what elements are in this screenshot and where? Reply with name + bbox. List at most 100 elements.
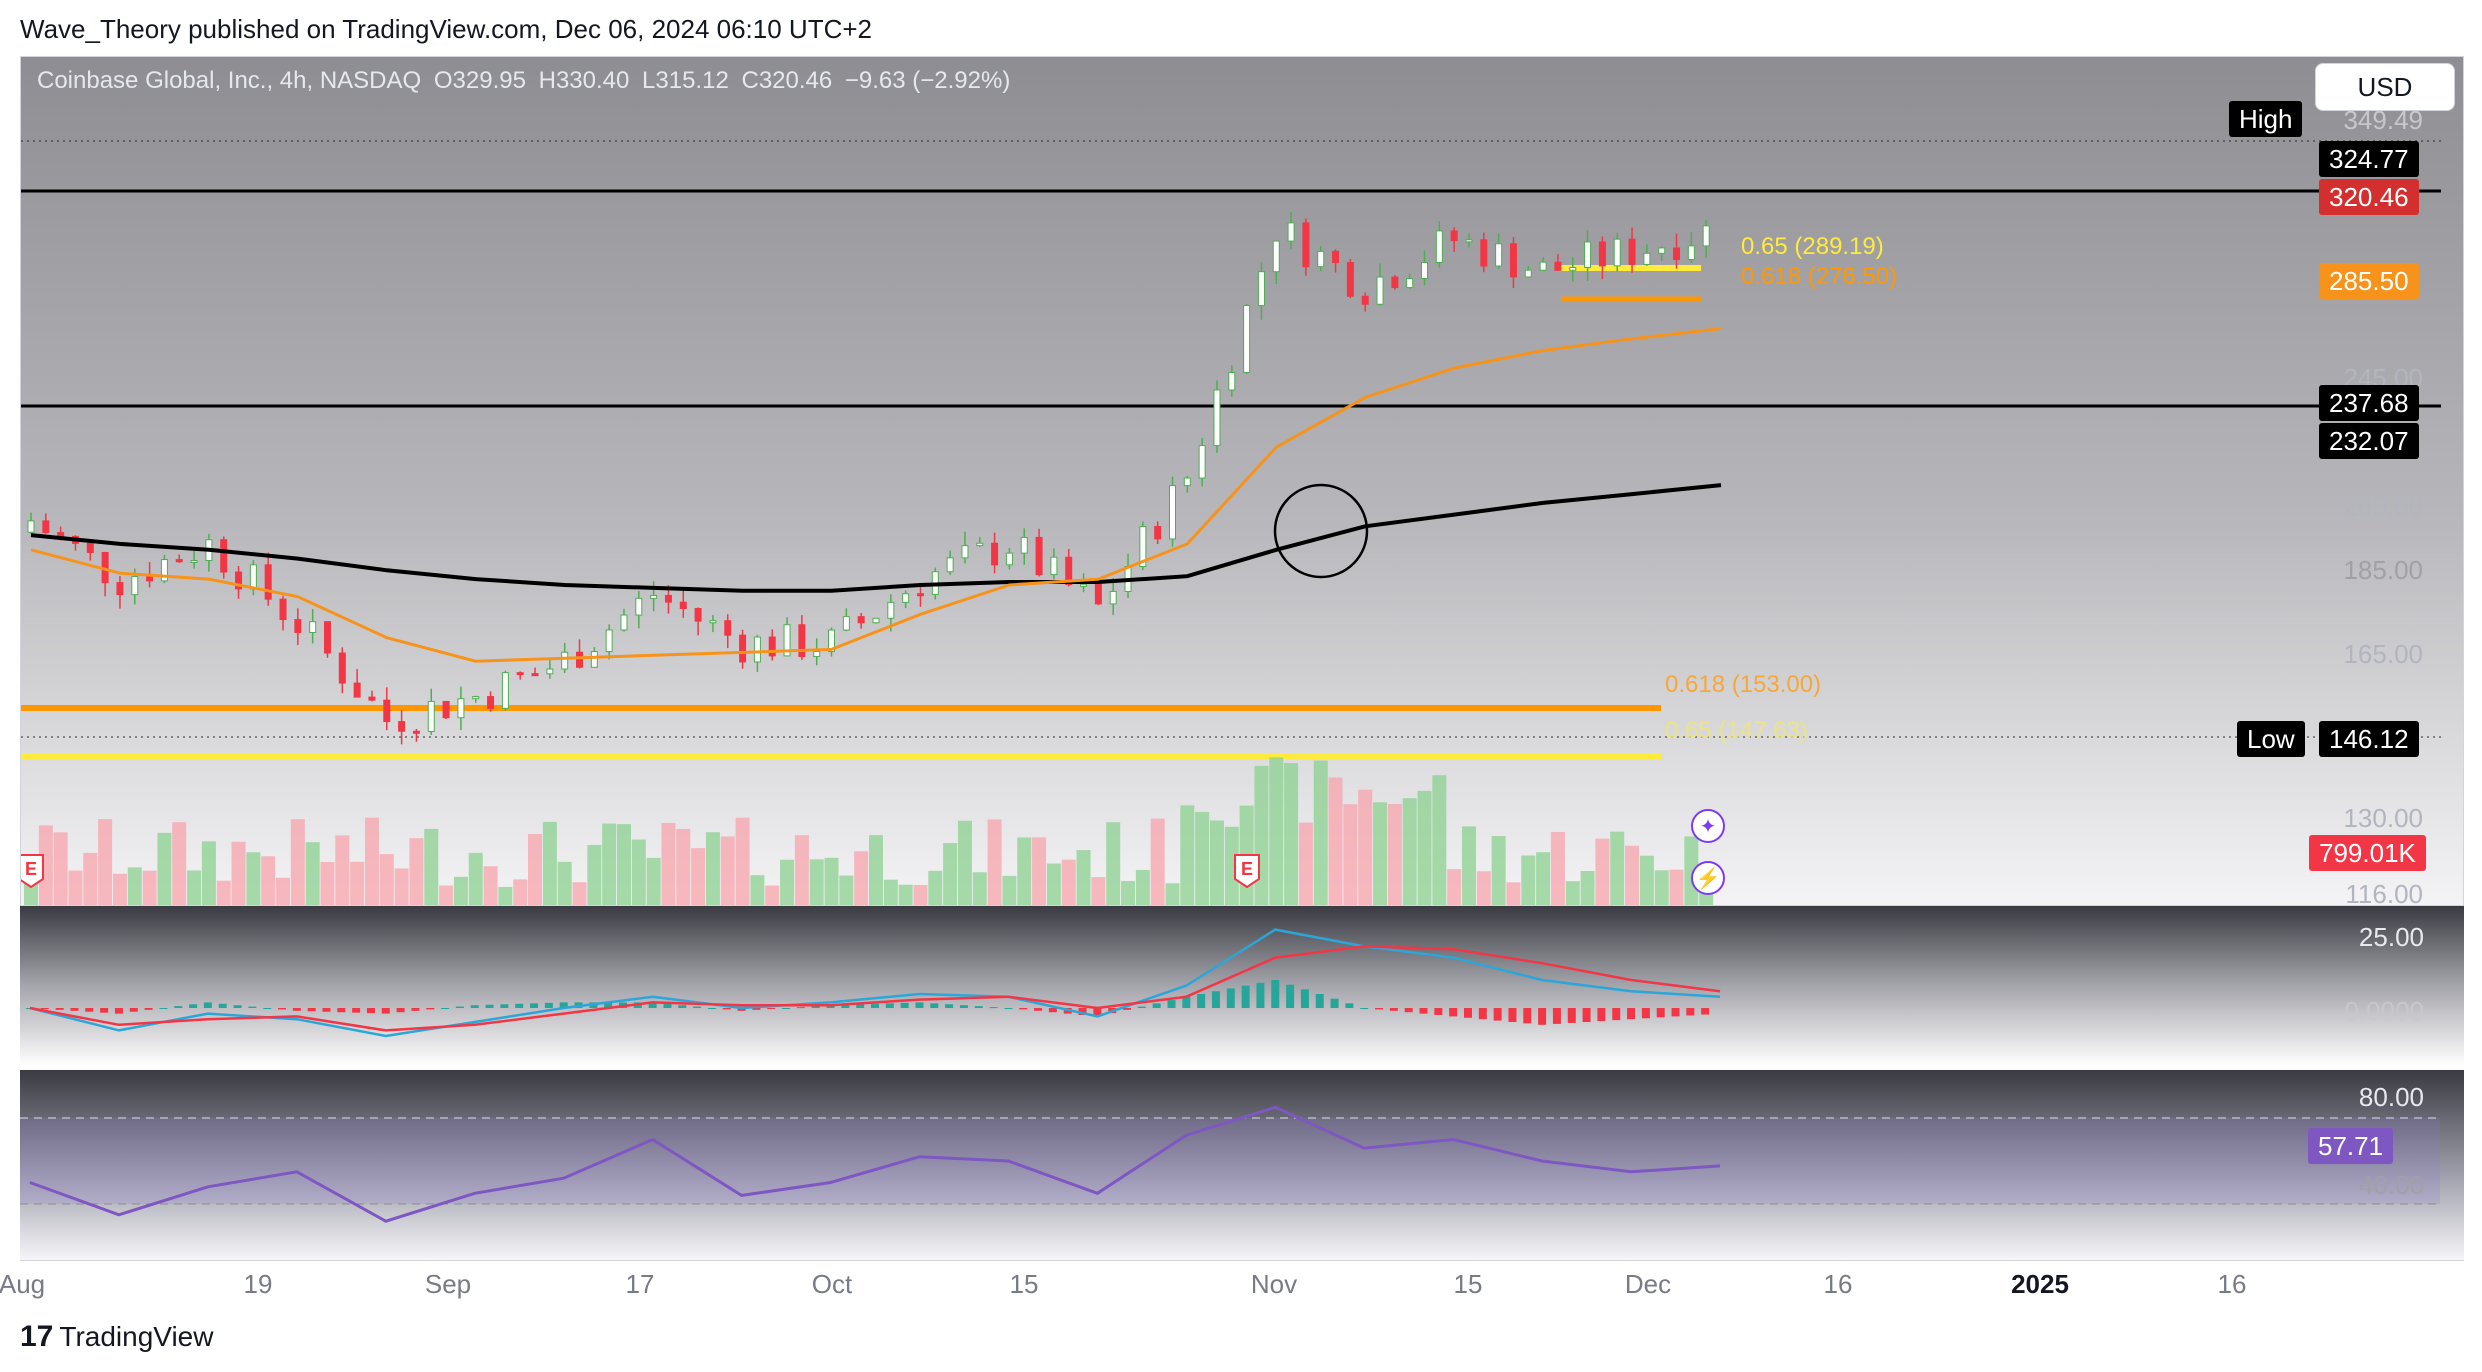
volume-bar [157,832,172,905]
macd-hist-bar [411,1008,420,1011]
volume-bar [631,839,646,905]
candle-body [146,576,154,582]
legend-low-label: L [642,67,656,94]
volume-bar [83,852,98,905]
candle-body [1317,250,1325,268]
volume-bar [972,872,987,905]
candle-body [902,593,910,603]
candle-body [546,668,554,675]
lightning-icon[interactable]: ⚡ [1691,861,1725,895]
earnings-icon-1[interactable]: E [20,853,45,889]
volume-bar [528,834,543,905]
candle-body [724,620,732,636]
volume-bar [765,885,780,905]
macd-hist-bar [337,1008,346,1013]
macd-hist-bar [248,1006,257,1008]
volume-bar [1032,837,1047,905]
macd-hist-bar [693,1006,702,1008]
macd-hist-bar [1197,994,1206,1008]
volume-bar [290,819,305,905]
macd-hist-bar [129,1008,138,1012]
volume-bar [854,851,869,905]
macd-panel[interactable]: 25.00 0.0000 [20,906,2464,1066]
candle-body [116,582,124,596]
volume-bar [957,820,972,905]
candle-body [1524,269,1532,278]
volume-bar [1091,877,1106,905]
fib-label-065-lower: 0.65 (147.63) [1665,717,1808,744]
high-value-label: 324.77 [2319,141,2419,177]
price-tick-165: 165.00 [2343,639,2423,669]
macd-hist-bar [915,1002,924,1008]
candle-body [709,620,717,624]
macd-hist-bar [485,1004,494,1008]
volume-bar [38,825,53,905]
price-tick-116: 116.00 [2345,879,2423,906]
time-axis[interactable]: Aug 19 Sep 17 Oct 15 Nov 15 Dec 16 2025 … [0,1260,2464,1303]
macd-svg[interactable] [20,906,2464,1066]
candle-body [1673,247,1681,261]
candle-body [220,539,228,573]
macd-hist-bar [381,1008,390,1014]
main-chart-panel[interactable]: Coinbase Global, Inc., 4h, NASDAQ O329.9… [20,56,2464,906]
candle-body [1435,230,1443,263]
candle-body [1035,536,1043,576]
candle-body [1421,261,1429,279]
volume-bar [1002,875,1017,905]
candle-body [872,617,880,624]
candles [27,211,1710,745]
volume-bar [1373,802,1388,905]
volume-label: 799.01K [2309,835,2426,871]
macd-hist-bar [871,1003,879,1008]
macd-hist-bar [1211,991,1220,1008]
legend-low: 315.12 [655,67,729,94]
volume-bar [1209,820,1224,905]
volume-bar [468,852,483,905]
candle-body [1539,261,1547,271]
volume-bar [987,819,1002,905]
currency-button[interactable]: USD [2315,63,2455,111]
volume-bar [261,856,276,905]
sparkle-icon[interactable]: ✦ [1691,809,1725,843]
candle-body [561,651,569,670]
volume-bar [1610,831,1625,905]
fib-label-065-upper: 0.65 (289.19) [1741,233,1884,260]
candle-body [27,520,35,533]
volume-bar [231,841,246,905]
rsi-panel[interactable]: 80.00 40.00 57.71 [20,1070,2464,1260]
candle-body [86,542,94,554]
macd-hist-bar [1330,998,1339,1008]
footer-brand[interactable]: 17 TradingView [20,1320,213,1354]
level-label: 237.68 [2319,385,2419,421]
candle-body [1168,485,1176,540]
candle-body [887,601,895,619]
volume-bar [616,824,631,905]
ema-short-label: 285.50 [2319,263,2419,299]
volume-bar [883,879,898,905]
macd-hist-bar [767,1008,776,1009]
price-tick-130: 130.00 [2343,803,2423,833]
macd-hist-bar [1093,1008,1102,1017]
volume-bar [498,886,513,905]
earnings-icon-2[interactable]: E [1233,853,1261,889]
candle-body [783,624,791,657]
macd-hist-bar [1123,1008,1132,1010]
macd-hist-bar [1567,1008,1576,1023]
volume-bar [735,817,750,905]
high-tag: High [2229,101,2303,137]
tradingview-brand-text: TradingView [59,1321,214,1352]
main-chart-svg[interactable] [21,57,2464,906]
volume-bar [1476,871,1491,905]
xlabel-16a: 16 [1823,1269,1853,1299]
rsi-svg[interactable] [20,1070,2464,1260]
macd-hist-bar [1034,1008,1043,1011]
macd-hist-bar [1627,1008,1636,1020]
macd-hist-bar [678,1005,687,1008]
volume-bar [1061,859,1076,905]
volume-bar [1135,869,1150,905]
legend-symbol: Coinbase Global, Inc., 4h, NASDAQ [37,67,422,94]
volume-bar [1447,869,1462,905]
candle-body [1569,266,1577,271]
macd-hist-bar [1523,1008,1532,1024]
candle-body [368,696,376,701]
